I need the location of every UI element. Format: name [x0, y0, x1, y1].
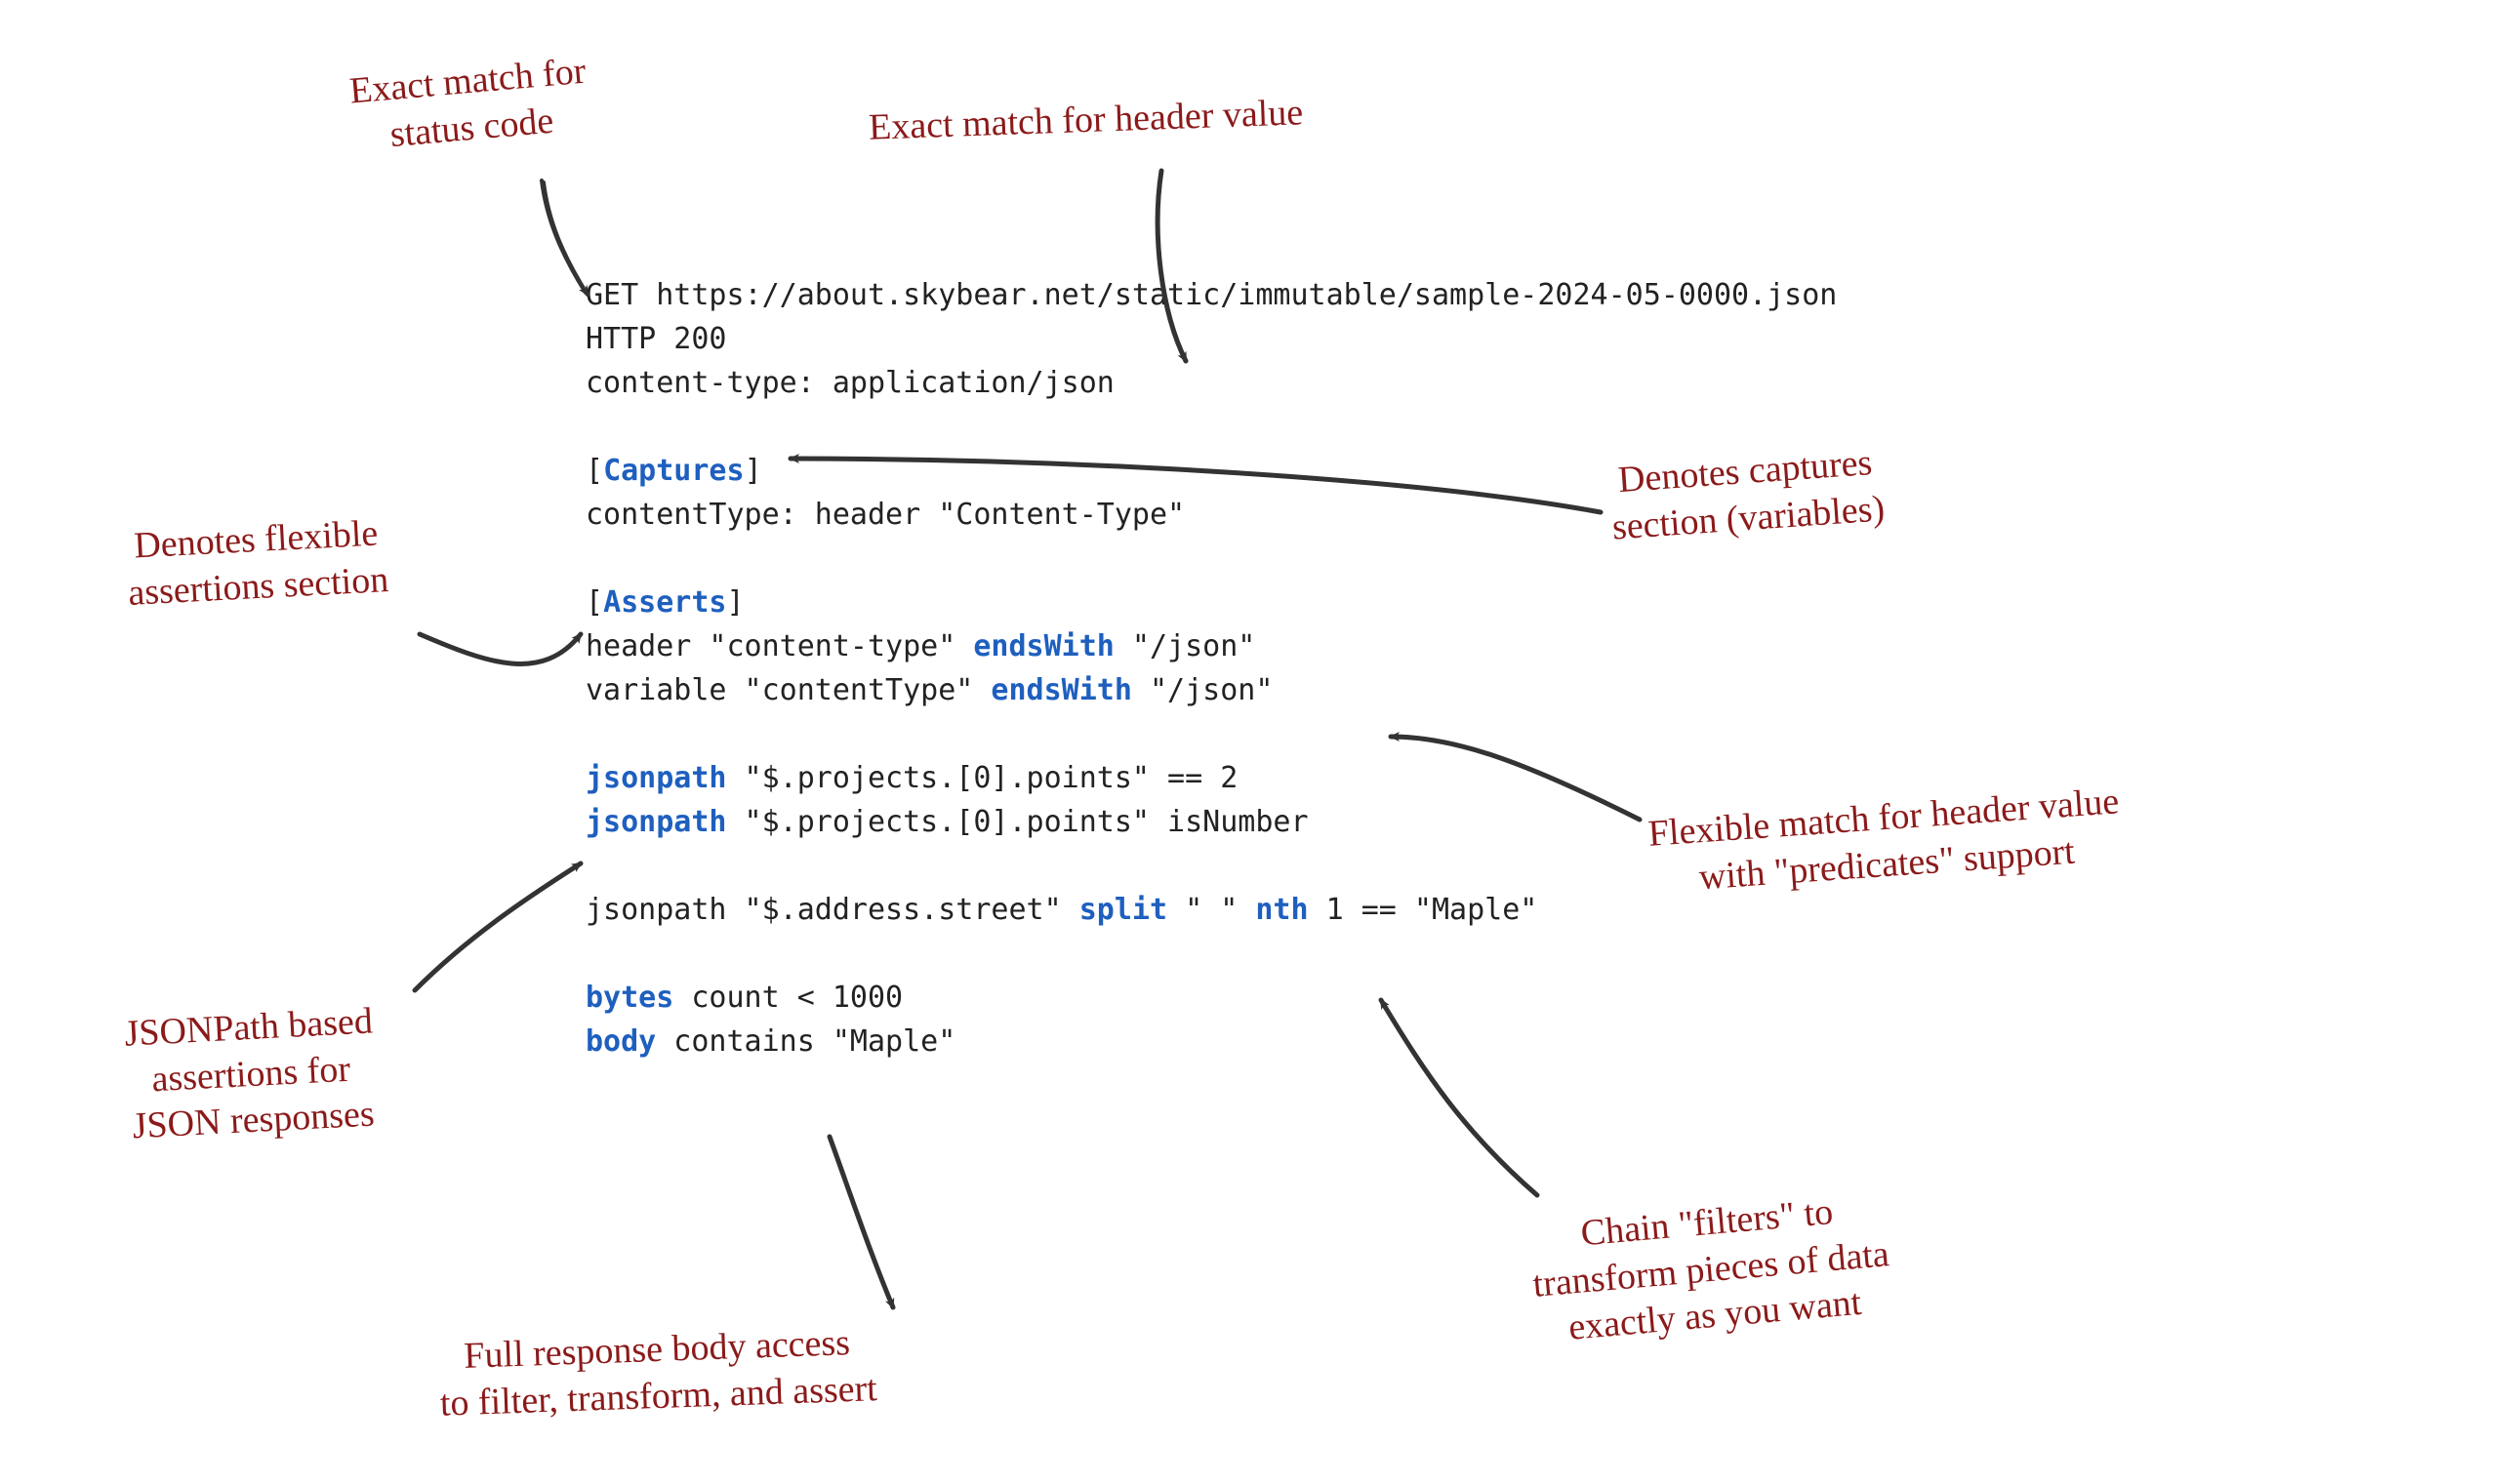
annotation-header-value: Exact match for header value — [868, 90, 1304, 151]
line-http: HTTP 200 — [586, 322, 727, 356]
code-block: GET https://about.skybear.net/static/imm… — [586, 273, 1837, 1063]
annotation-status-code: Exact match for status code — [347, 49, 591, 162]
annotation-line: Exact match for header value — [868, 90, 1304, 151]
annotation-captures-section: Denotes captures section (variables) — [1607, 439, 1887, 550]
assert-variable-endswith: variable "contentType" endsWith "/json" — [586, 673, 1273, 707]
assert-bytes-count: bytes count < 1000 — [586, 981, 903, 1015]
annotation-jsonpath: JSONPath based assertions for JSON respo… — [123, 998, 378, 1150]
annotation-asserts-section: Denotes flexible assertions section — [125, 510, 390, 617]
assert-header-endswith: header "content-type" endsWith "/json" — [586, 629, 1255, 663]
assert-jsonpath-split: jsonpath "$.address.street" split " " nt… — [586, 893, 1537, 927]
assert-jsonpath-eq: jsonpath "$.projects.[0].points" == 2 — [586, 761, 1238, 795]
annotation-chain-filters: Chain "filters" to transform pieces of d… — [1526, 1184, 1894, 1354]
asserts-section-header: [Asserts] — [586, 585, 745, 620]
asserts-keyword: Asserts — [603, 585, 726, 620]
captures-section-header: [Captures] — [586, 454, 762, 488]
line-content-type: content-type: application/json — [586, 366, 1115, 400]
captures-keyword: Captures — [603, 454, 745, 488]
annotation-full-body: Full response body access to filter, tra… — [437, 1319, 877, 1427]
assert-jsonpath-isnumber: jsonpath "$.projects.[0].points" isNumbe… — [586, 805, 1309, 839]
assert-body-contains: body contains "Maple" — [586, 1024, 955, 1059]
captures-content-type: contentType: header "Content-Type" — [586, 498, 1185, 532]
line-get: GET https://about.skybear.net/static/imm… — [586, 278, 1837, 312]
